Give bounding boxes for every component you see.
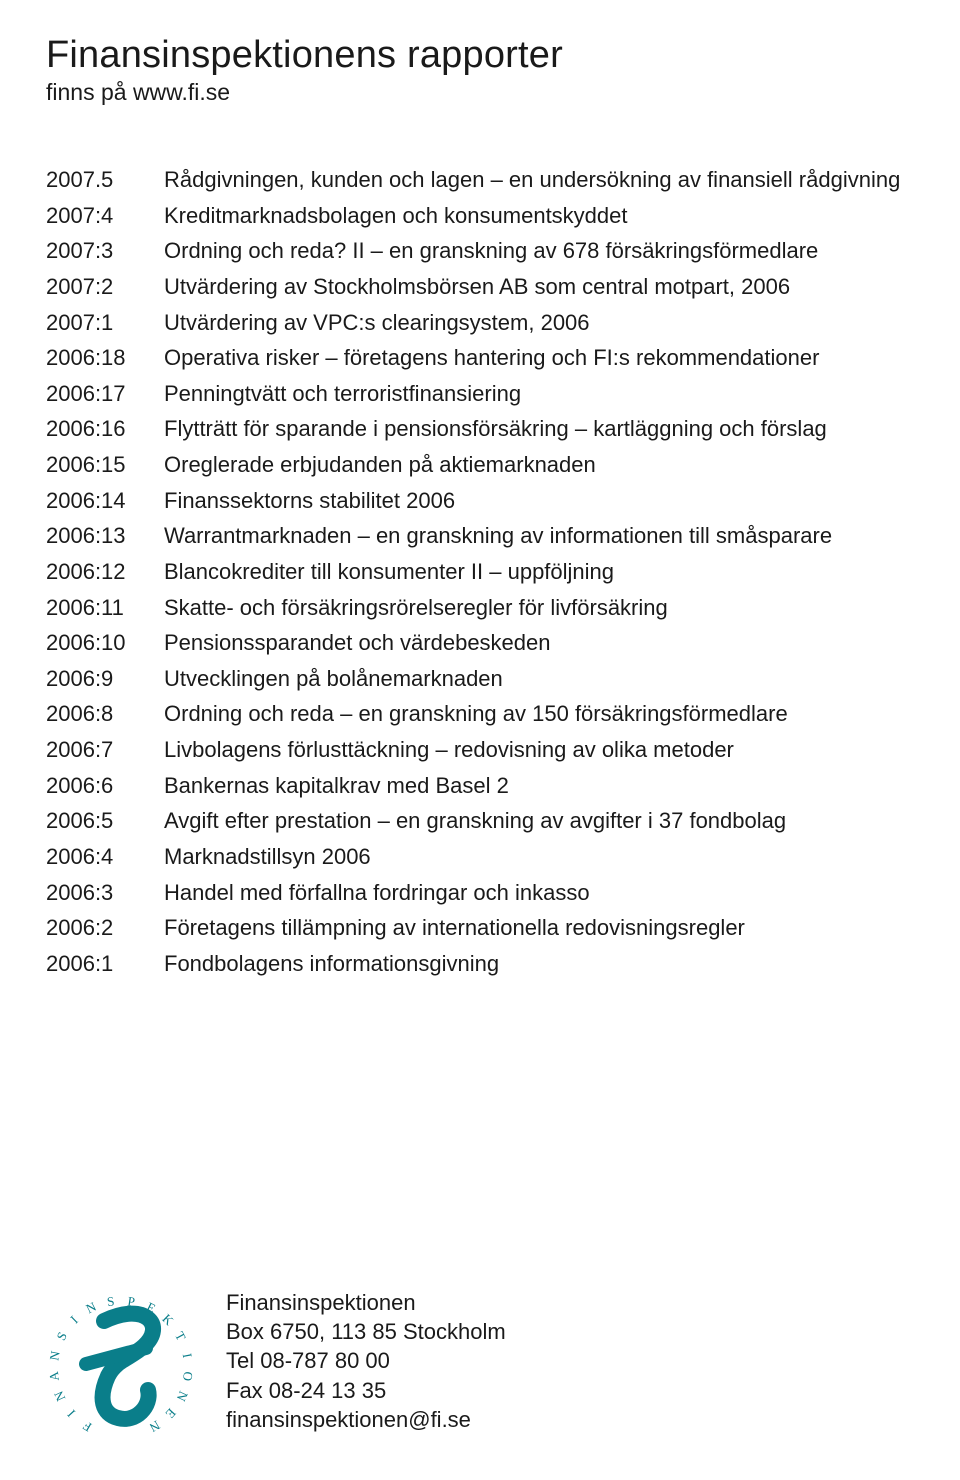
logo-letter: K [159,1311,177,1329]
report-code: 2006:11 [46,590,164,626]
report-code: 2007:4 [46,198,164,234]
report-code: 2007.5 [46,162,164,198]
logo-letter: N [51,1388,69,1403]
report-desc: Kreditmarknadsbolagen och konsumentskydd… [164,198,914,234]
logo-letter: T [172,1329,189,1343]
report-desc: Marknadstillsyn 2006 [164,839,914,875]
report-row: 2006:13Warrantmarknaden – en granskning … [46,518,914,554]
report-row: 2006:4Marknadstillsyn 2006 [46,839,914,875]
report-desc: Utvärdering av VPC:s clearingsystem, 200… [164,305,914,341]
logo-letter: A [46,1370,62,1382]
report-code: 2006:14 [46,483,164,519]
report-code: 2006:9 [46,661,164,697]
report-code: 2006:16 [46,411,164,447]
report-row: 2007:4Kreditmarknadsbolagen och konsumen… [46,198,914,234]
contact-email: finansinspektionen@fi.se [226,1405,506,1434]
report-code: 2006:10 [46,625,164,661]
logo-letter: I [67,1313,81,1327]
report-row: 2006:14Finanssektorns stabilitet 2006 [46,483,914,519]
contact-name: Finansinspektionen [226,1288,506,1317]
fi-logo-icon: FINANSINSPEKTIONEN [46,1286,196,1436]
report-code: 2007:1 [46,305,164,341]
report-row: 2006:12Blancokrediter till konsumenter I… [46,554,914,590]
logo-letter: E [163,1406,179,1422]
report-row: 2006:8Ordning och reda – en granskning a… [46,696,914,732]
report-code: 2006:2 [46,910,164,946]
report-row: 2006:1Fondbolagens informationsgivning [46,946,914,982]
report-row: 2006:17Penningtvätt och terroristfinansi… [46,376,914,412]
report-desc: Flytträtt för sparande i pensionsförsäkr… [164,411,914,447]
report-code: 2006:7 [46,732,164,768]
contact-block: Finansinspektionen Box 6750, 113 85 Stoc… [226,1288,506,1433]
logo-letter: O [180,1371,196,1382]
logo-letter: E [144,1299,158,1316]
report-code: 2006:3 [46,875,164,911]
fi-logo: FINANSINSPEKTIONEN [46,1286,196,1436]
report-desc: Pensionssparandet och värdebeskeden [164,625,914,661]
report-desc: Warrantmarknaden – en granskning av info… [164,518,914,554]
report-row: 2006:3Handel med förfallna fordringar oc… [46,875,914,911]
report-row: 2007:1Utvärdering av VPC:s clearingsyste… [46,305,914,341]
report-row: 2007:3Ordning och reda? II – en granskni… [46,233,914,269]
report-code: 2006:4 [46,839,164,875]
report-code: 2006:17 [46,376,164,412]
report-row: 2006:16Flytträtt för sparande i pensions… [46,411,914,447]
logo-letter: S [106,1293,115,1309]
report-desc: Livbolagens förlusttäckning – redovisnin… [164,732,914,768]
page-subtitle: finns på www.fi.se [46,79,914,106]
logo-letter: F [80,1418,94,1435]
report-desc: Ordning och reda? II – en granskning av … [164,233,914,269]
report-list: 2007.5Rådgivningen, kunden och lagen – e… [46,162,914,981]
report-row: 2006:5Avgift efter prestation – en grans… [46,803,914,839]
report-desc: Skatte- och försäkringsrörelseregler för… [164,590,914,626]
logo-letter: N [83,1298,99,1316]
logo-letter: N [146,1418,162,1436]
report-desc: Rådgivningen, kunden och lagen – en unde… [164,162,914,198]
report-desc: Oreglerade erbjudanden på aktiemarknaden [164,447,914,483]
footer: FINANSINSPEKTIONEN Finansinspektionen Bo… [46,1286,506,1436]
report-code: 2006:8 [46,696,164,732]
report-code: 2006:5 [46,803,164,839]
report-row: 2006:2Företagens tillämpning av internat… [46,910,914,946]
report-row: 2006:9Utvecklingen på bolånemarknaden [46,661,914,697]
report-row: 2006:7Livbolagens förlusttäckning – redo… [46,732,914,768]
report-row: 2006:18Operativa risker – företagens han… [46,340,914,376]
report-code: 2007:3 [46,233,164,269]
contact-tel: Tel 08-787 80 00 [226,1346,506,1375]
logo-letter: I [64,1407,78,1420]
report-desc: Penningtvätt och terroristfinansiering [164,376,914,412]
report-code: 2006:1 [46,946,164,982]
report-row: 2007.5Rådgivningen, kunden och lagen – e… [46,162,914,198]
report-desc: Bankernas kapitalkrav med Basel 2 [164,768,914,804]
logo-letter: N [173,1389,191,1404]
logo-letter: S [53,1329,70,1342]
page-title: Finansinspektionens rapporter [46,34,914,77]
report-code: 2007:2 [46,269,164,305]
report-row: 2006:11Skatte- och försäkringsrörelsereg… [46,590,914,626]
report-desc: Handel med förfallna fordringar och inka… [164,875,914,911]
contact-address: Box 6750, 113 85 Stockholm [226,1317,506,1346]
report-row: 2006:6Bankernas kapitalkrav med Basel 2 [46,768,914,804]
report-desc: Utvärdering av Stockholmsbörsen AB som c… [164,269,914,305]
report-desc: Ordning och reda – en granskning av 150 … [164,696,914,732]
document-page: Finansinspektionens rapporter finns på w… [0,0,960,1480]
report-code: 2006:18 [46,340,164,376]
report-desc: Blancokrediter till konsumenter II – upp… [164,554,914,590]
report-desc: Utvecklingen på bolånemarknaden [164,661,914,697]
report-desc: Fondbolagens informationsgivning [164,946,914,982]
report-code: 2006:15 [46,447,164,483]
report-desc: Avgift efter prestation – en granskning … [164,803,914,839]
report-desc: Finanssektorns stabilitet 2006 [164,483,914,519]
logo-letter: I [180,1352,196,1359]
report-desc: Företagens tillämpning av internationell… [164,910,914,946]
report-row: 2006:10Pensionssparandet och värdebesked… [46,625,914,661]
report-code: 2006:6 [46,768,164,804]
report-row: 2007:2Utvärdering av Stockholmsbörsen AB… [46,269,914,305]
report-desc: Operativa risker – företagens hantering … [164,340,914,376]
report-code: 2006:12 [46,554,164,590]
report-code: 2006:13 [46,518,164,554]
contact-fax: Fax 08-24 13 35 [226,1376,506,1405]
report-row: 2006:15Oreglerade erbjudanden på aktiema… [46,447,914,483]
logo-letter: N [46,1349,63,1362]
